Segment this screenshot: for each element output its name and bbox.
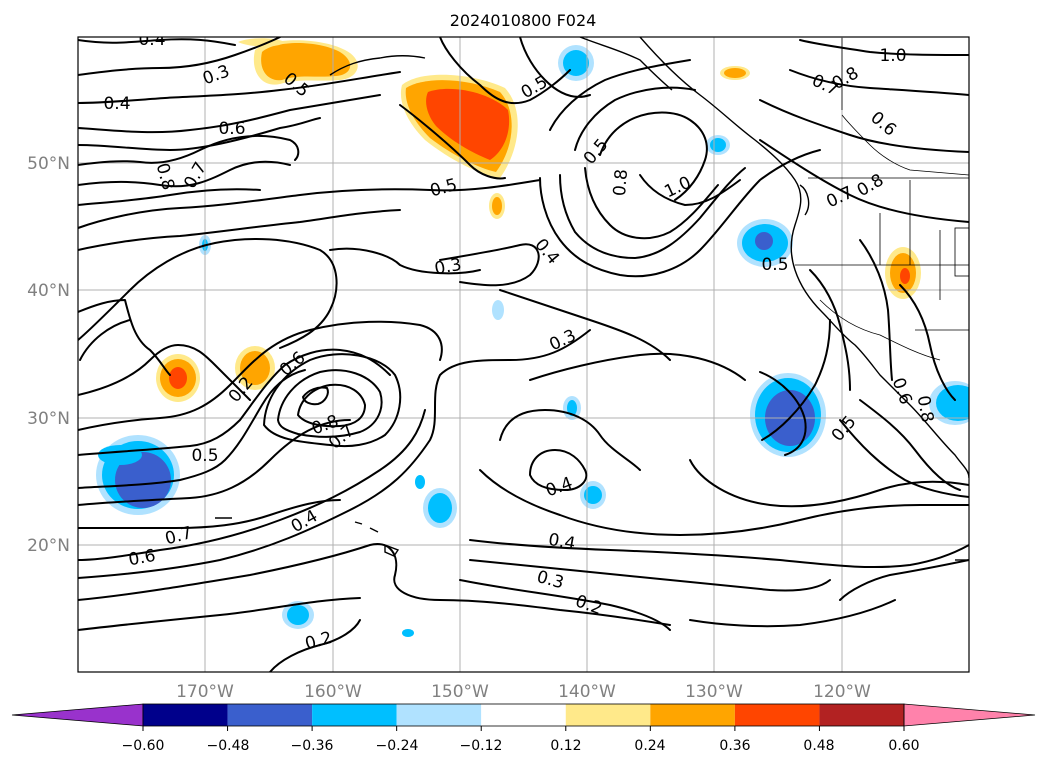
lat-tick-label: 20°N xyxy=(27,536,70,556)
negative-anomaly-area xyxy=(567,400,577,416)
contour-label: 0.8 xyxy=(913,394,937,424)
contour-label: 0.3 xyxy=(433,255,463,279)
colorbar-tick-label: 0.48 xyxy=(803,738,834,754)
negative-anomaly-area xyxy=(428,493,452,523)
negative-anomaly-area xyxy=(584,486,602,504)
lon-tick-label: 130°W xyxy=(685,682,743,702)
colorbar-segment xyxy=(650,704,735,726)
contour-label: 0.5 xyxy=(191,446,218,466)
colorbar-segment xyxy=(312,704,397,726)
lat-tick-label: 50°N xyxy=(27,154,70,174)
colorbar-tick-label: 0.12 xyxy=(550,738,581,754)
colorbar-tick-label: −0.12 xyxy=(460,738,503,754)
colorbar xyxy=(11,703,1036,731)
negative-anomaly-area xyxy=(98,445,142,465)
latitude-axis: 50°N 40°N 30°N 20°N xyxy=(27,154,70,556)
lon-tick-label: 170°W xyxy=(176,682,234,702)
colorbar-tick-label: 0.60 xyxy=(888,738,919,754)
lon-tick-label: 120°W xyxy=(813,682,871,702)
negative-anomaly-area xyxy=(115,452,171,508)
colorbar-segment xyxy=(396,704,482,726)
negative-anomaly-area xyxy=(936,385,969,421)
map-frame xyxy=(77,36,970,673)
colorbar-segment xyxy=(734,704,820,726)
negative-anomaly-area xyxy=(415,475,425,489)
positive-anomaly-area xyxy=(492,197,502,215)
positive-anomaly-area xyxy=(900,268,910,284)
positive-anomaly-area xyxy=(261,43,351,81)
contour-label: 0.6 xyxy=(127,546,157,570)
positive-anomaly-area xyxy=(169,367,187,389)
colorbar-tick-label: −0.36 xyxy=(291,738,334,754)
colorbar-segment xyxy=(481,704,566,726)
map-title: 2024010800 F024 xyxy=(450,11,597,30)
contour-label: 0.4 xyxy=(103,94,130,114)
negative-anomaly-area xyxy=(710,138,726,152)
colorbar-tick-label: 0.36 xyxy=(719,738,750,754)
contour-label: 0.4 xyxy=(547,530,577,554)
contour-label: 0.5 xyxy=(761,255,788,275)
negative-anomaly-area xyxy=(287,605,309,625)
lat-tick-label: 30°N xyxy=(27,409,70,429)
lon-tick-label: 160°W xyxy=(304,682,362,702)
negative-anomaly-area xyxy=(492,300,504,320)
positive-anomaly-area xyxy=(426,88,510,160)
lon-tick-label: 140°W xyxy=(558,682,616,702)
contour-label: 1.0 xyxy=(879,46,906,66)
coastlines xyxy=(215,37,969,561)
contour-label: 0.6 xyxy=(218,119,245,139)
colorbar-tick-label: −0.24 xyxy=(376,738,419,754)
colorbar-tick-label: 0.24 xyxy=(634,738,665,754)
colorbar-segment xyxy=(565,704,651,726)
colorbar-labels: −0.60 −0.48 −0.36 −0.24 −0.12 0.12 0.24 … xyxy=(122,738,920,754)
colorbar-segment xyxy=(819,704,904,726)
colorbar-tick-label: −0.48 xyxy=(207,738,250,754)
colorbar-tick-label: −0.60 xyxy=(122,738,165,754)
map-plot-area: 0.4 0.3 0.4 0.6 0.8 0.7 0.5 0.5 0.5 0.8 … xyxy=(78,30,969,672)
contour-label: 0.8 xyxy=(610,168,632,197)
colorbar-segment xyxy=(143,704,228,726)
colorbar-outline xyxy=(142,703,905,727)
lat-tick-label: 40°N xyxy=(27,281,70,301)
colorbar-segment xyxy=(227,704,313,726)
contour-label: 0.4 xyxy=(138,30,165,50)
negative-anomaly-area xyxy=(755,232,773,250)
positive-anomaly-area xyxy=(240,351,270,385)
colorbar-extend-max xyxy=(903,703,1036,727)
longitude-axis: 170°W 160°W 150°W 140°W 130°W 120°W xyxy=(176,682,871,702)
positive-anomaly-area xyxy=(724,68,746,78)
colorbar-extend-min xyxy=(11,703,144,727)
negative-anomaly-area xyxy=(402,629,414,637)
lon-tick-label: 150°W xyxy=(431,682,489,702)
contour-lines xyxy=(78,37,969,672)
